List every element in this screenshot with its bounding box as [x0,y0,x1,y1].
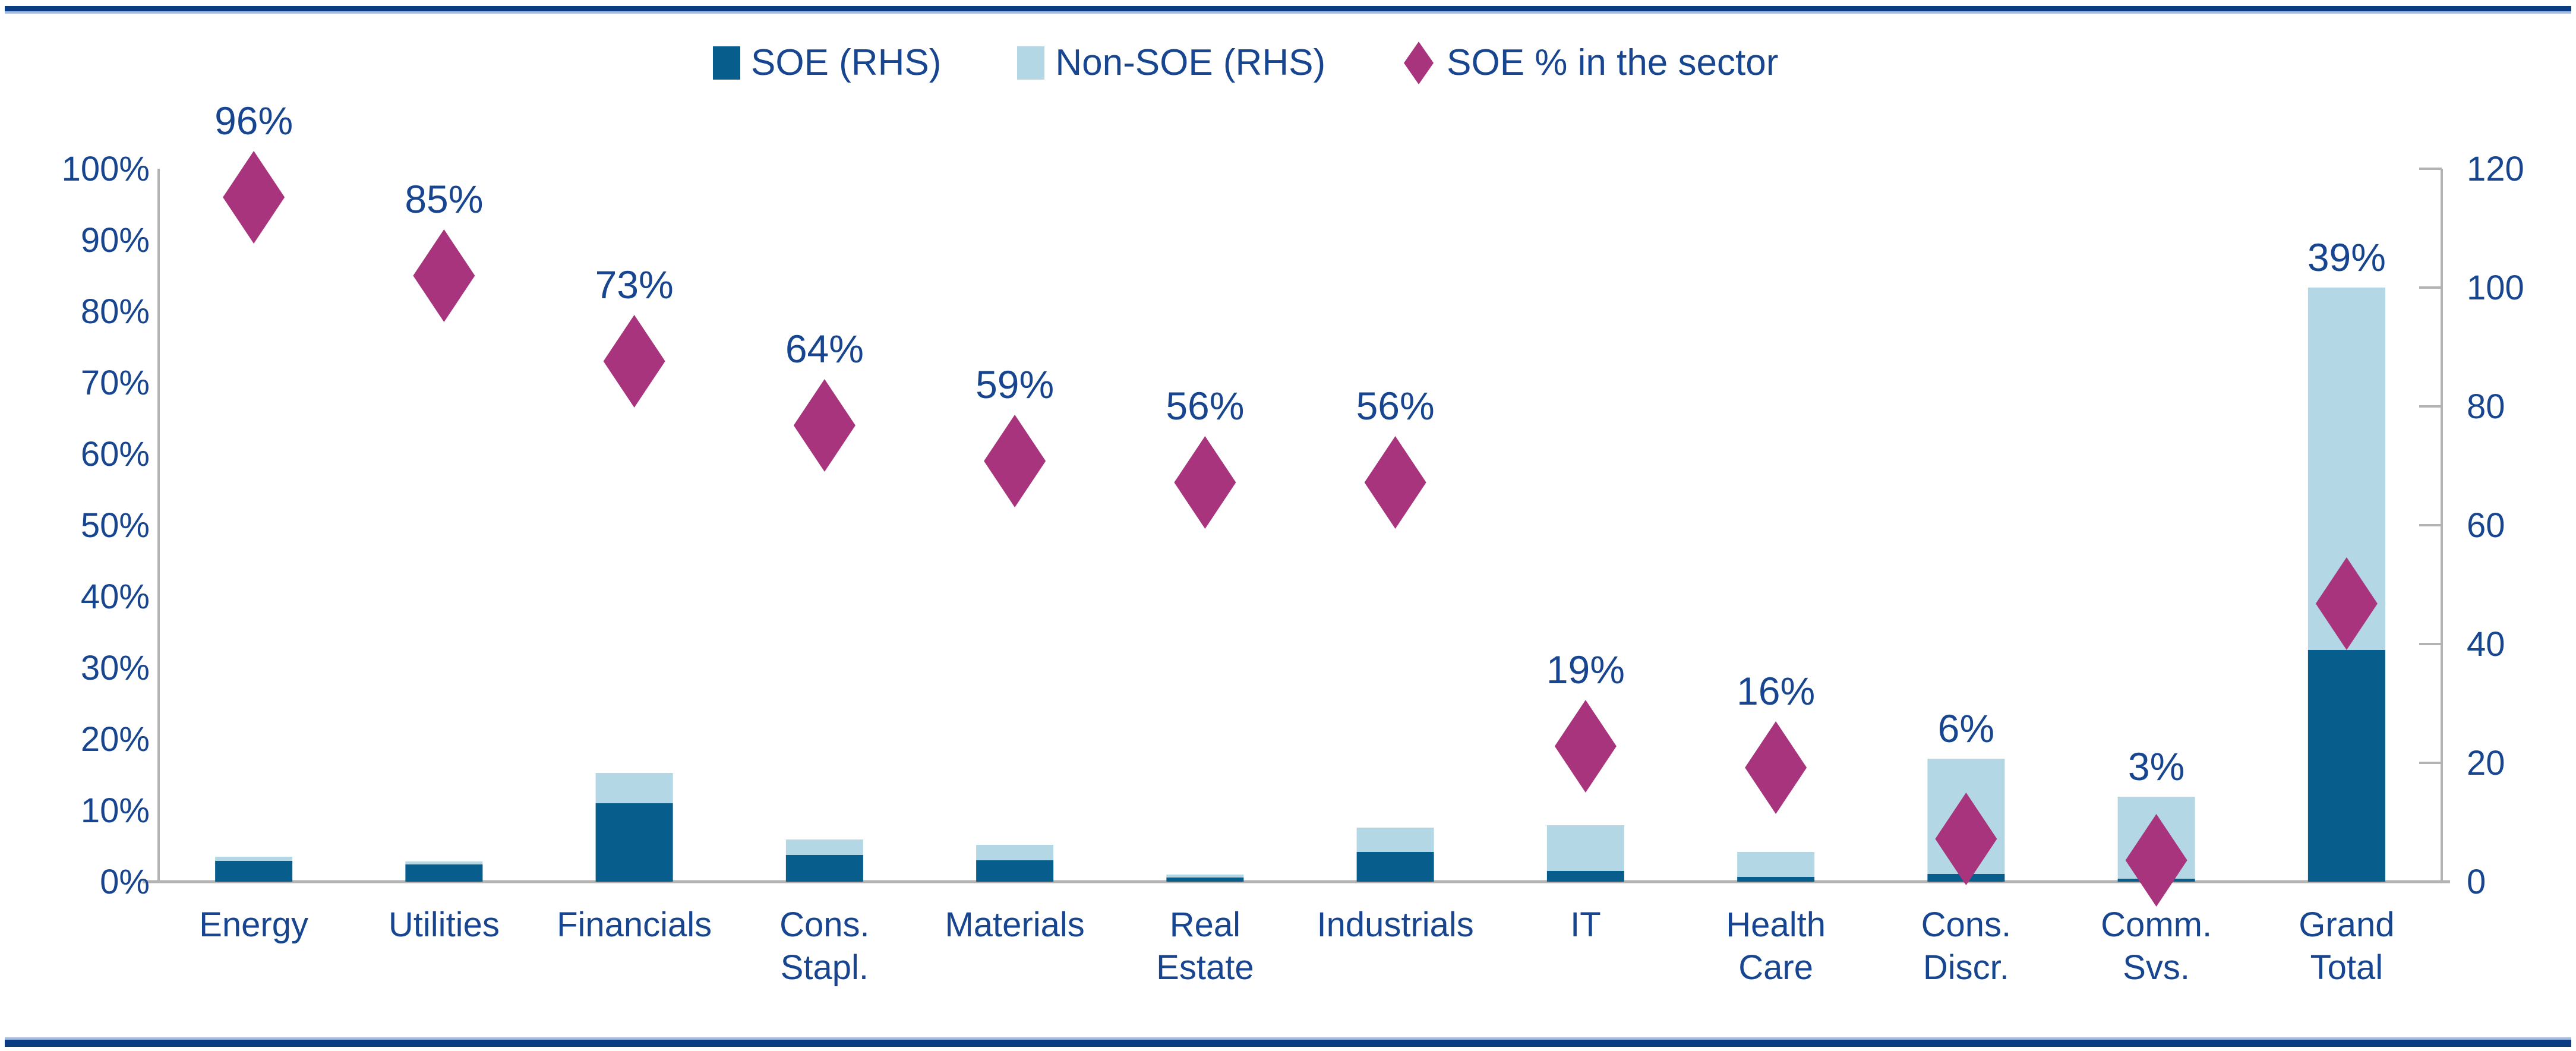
x-axis-label-comm-svs-line2: Svs. [2123,948,2190,987]
soe-pct-label-comm-svs: 3% [2128,744,2184,788]
diamond-marker-energy [223,151,285,244]
soe-pct-label-financials: 73% [595,263,674,307]
soe-pct-label-industrials: 56% [1356,384,1435,428]
x-axis-label-energy: Energy [199,905,308,944]
right-axis-tick-label-0: 0 [2467,863,2486,901]
left-axis-tick-label-90%: 90% [81,221,150,260]
diamond-marker-grand-total [2315,557,2378,650]
chart-legend: SOE (RHS) Non-SOE (RHS) SOE % in the sec… [713,39,1778,87]
soe-pct-label-cons-discr: 6% [1938,706,1994,750]
bar-soe-financials [595,803,673,882]
left-axis-tick-label-30%: 30% [81,649,150,687]
bottom-border-line [5,1040,2571,1047]
bar-nonsoe-industrials [1356,828,1434,852]
bar-nonsoe-health-care [1737,852,1815,877]
x-axis-label-cons-stapl-line2: Stapl. [781,948,869,987]
bar-nonsoe-materials [976,845,1054,860]
x-axis-label-health-care: Health [1726,905,1826,944]
legend-item-soe-pct: SOE % in the sector [1401,39,1778,87]
bar-nonsoe-cons-stapl [785,839,863,855]
soe-pct-label-utilities: 85% [405,177,483,221]
x-axis-label-financials: Financials [557,905,712,944]
legend-label-nonsoe: Non-SOE (RHS) [1055,42,1326,83]
bar-soe-grand-total [2307,650,2385,882]
left-axis-tick-label-50%: 50% [81,506,150,545]
x-axis-label-real-estate-line2: Estate [1156,948,1254,987]
bar-soe-real-estate [1166,878,1244,882]
bar-soe-utilities [405,864,483,882]
bottom-border-accent-line [5,1037,2571,1040]
bar-soe-it [1546,871,1624,882]
left-axis-tick-label-0%: 0% [100,863,150,901]
diamond-icon [1404,42,1434,84]
soe-pct-label-it: 19% [1546,648,1625,692]
x-axis-label-industrials: Industrials [1317,905,1473,944]
left-axis-tick-label-80%: 80% [81,292,150,331]
left-axis-tick-label-100%: 100% [62,150,150,188]
diamond-marker-financials [603,315,665,408]
right-axis-tick-label-20: 20 [2467,744,2505,782]
bar-nonsoe-utilities [405,861,483,864]
bar-soe-cons-stapl [785,855,863,882]
bar-nonsoe-it [1546,825,1624,871]
right-axis-tick-label-100: 100 [2467,269,2524,307]
x-axis-label-cons-discr-line2: Discr. [1923,948,2009,987]
diamond-marker-real-estate [1174,436,1236,529]
right-axis-tick-label-80: 80 [2467,387,2505,426]
x-axis-label-real-estate: Real [1170,905,1240,944]
bar-nonsoe-energy [215,857,293,861]
soe-pct-label-grand-total: 39% [2307,235,2386,279]
diamond-marker-health-care [1745,721,1807,814]
left-axis-tick-label-40%: 40% [81,577,150,616]
bar-soe-industrials [1356,852,1434,882]
soe-pct-label-energy: 96% [214,99,293,143]
soe-swatch-icon [713,46,740,80]
x-axis-label-cons-discr: Cons. [1921,905,2012,944]
bar-soe-materials [976,860,1054,882]
bar-nonsoe-financials [595,773,673,803]
left-axis-tick-label-70%: 70% [81,364,150,402]
left-axis-tick-label-20%: 20% [81,720,150,759]
diamond-marker-cons-stapl [793,379,855,472]
x-axis-label-cons-stapl: Cons. [779,905,870,944]
x-axis-label-materials: Materials [945,905,1084,944]
soe-pct-label-health-care: 16% [1737,669,1815,713]
right-axis-tick-label-40: 40 [2467,625,2505,664]
nonsoe-swatch-icon [1017,46,1045,80]
diamond-marker-utilities [413,229,475,322]
x-axis-label-it: IT [1570,905,1601,944]
soe-pct-label-real-estate: 56% [1166,384,1244,428]
right-axis-tick-label-120: 120 [2467,150,2524,188]
bar-nonsoe-real-estate [1166,875,1244,878]
x-axis-label-comm-svs: Comm. [2101,905,2212,944]
top-border-line [5,6,2571,11]
x-axis-label-utilities: Utilities [389,905,500,944]
top-border-accent-line [5,11,2571,14]
right-axis-tick-label-60: 60 [2467,506,2505,545]
diamond-marker-comm-svs [2125,814,2187,907]
left-axis-tick-label-60%: 60% [81,435,150,474]
diamond-marker-it [1554,700,1617,793]
left-axis-tick-label-10%: 10% [81,791,150,830]
soe-pct-label-cons-stapl: 64% [785,327,864,371]
x-axis-label-grand-total-line2: Total [2310,948,2384,987]
legend-label-soe-pct: SOE % in the sector [1447,42,1779,83]
bar-soe-health-care [1737,877,1815,882]
legend-item-soe: SOE (RHS) [713,39,941,87]
x-axis-label-grand-total: Grand [2299,905,2394,944]
bar-soe-energy [215,861,293,882]
legend-label-soe: SOE (RHS) [751,42,942,83]
legend-item-nonsoe: Non-SOE (RHS) [1017,39,1325,87]
diamond-marker-cons-discr [1935,793,1997,885]
soe-pct-label-materials: 59% [976,362,1054,406]
diamond-marker-materials [984,415,1046,507]
x-axis-label-health-care-line2: Care [1738,948,1813,987]
diamond-marker-industrials [1364,436,1426,529]
